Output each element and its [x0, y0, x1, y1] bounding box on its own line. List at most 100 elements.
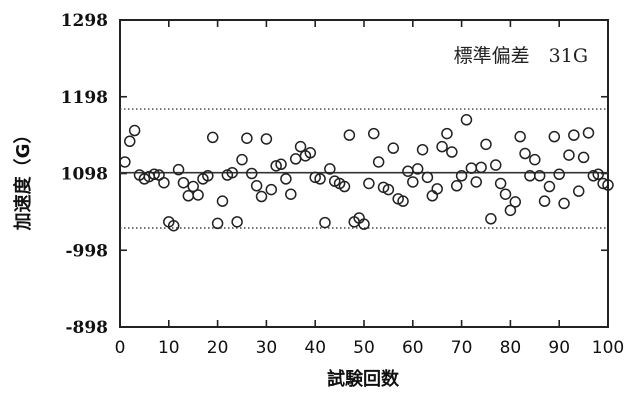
x-tick-label: 20 — [207, 338, 229, 358]
data-point — [275, 158, 287, 171]
data-point — [514, 130, 526, 143]
data-point — [465, 162, 478, 174]
y-axis-title: 加速度（G） — [12, 126, 34, 232]
y-tick-label: 1298 — [61, 11, 108, 31]
data-point — [538, 195, 551, 207]
data-point — [529, 153, 541, 166]
data-point — [158, 176, 170, 189]
data-point — [572, 185, 585, 197]
data-point — [241, 132, 253, 144]
data-point — [216, 195, 229, 207]
data-point — [548, 130, 561, 143]
data-point — [475, 161, 487, 174]
x-tick-label: 90 — [548, 338, 570, 358]
plot-area: 1298 1198 1098 -998 -898 0 10 20 30 40 50 60 70 80 90 1… — [61, 11, 625, 358]
x-tick-label: 70 — [451, 338, 473, 358]
y-tick-label: 1098 — [61, 165, 108, 185]
data-point — [343, 129, 356, 141]
data-point — [280, 173, 292, 185]
data-point — [543, 180, 556, 193]
data-point — [338, 180, 351, 193]
data-point — [563, 149, 575, 161]
data-point — [450, 180, 463, 192]
x-tick-label: 50 — [353, 338, 375, 358]
data-point — [167, 219, 180, 232]
data-point — [211, 217, 224, 230]
data-point — [416, 143, 429, 156]
data-point — [480, 138, 492, 151]
data-point — [382, 183, 395, 196]
data-point — [177, 176, 190, 189]
data-point — [436, 140, 448, 153]
data-point — [226, 166, 238, 179]
data-point — [602, 179, 614, 191]
data-point — [504, 204, 517, 217]
data-point — [182, 190, 195, 202]
data-point — [426, 190, 439, 202]
data-point — [372, 156, 385, 168]
x-tick-label: 100 — [592, 338, 624, 358]
data-point — [289, 153, 302, 165]
data-point — [597, 177, 609, 190]
x-tick-label: 80 — [500, 338, 522, 358]
y-tick-label: 1198 — [61, 88, 108, 108]
data-point — [519, 147, 531, 160]
data-point — [285, 188, 297, 200]
data-point — [148, 168, 160, 181]
data-point — [485, 213, 497, 225]
x-tick-label: 30 — [256, 338, 278, 358]
y-tick-label: -898 — [65, 318, 108, 338]
data-point — [568, 129, 580, 141]
data-point — [250, 180, 263, 192]
data-point — [582, 127, 595, 139]
data-point — [363, 177, 375, 190]
data-point — [460, 114, 473, 126]
data-point — [319, 216, 331, 229]
data-point — [387, 142, 400, 154]
data-point — [294, 140, 307, 153]
data-point — [446, 146, 458, 158]
data-point — [499, 188, 512, 200]
y-tick-label: -998 — [65, 241, 108, 261]
data-point — [441, 127, 453, 140]
data-point — [124, 135, 136, 148]
data-point — [231, 216, 243, 228]
data-point — [421, 171, 434, 184]
data-point — [509, 196, 522, 208]
data-point — [592, 168, 604, 181]
data-point — [587, 170, 600, 182]
data-point — [304, 147, 317, 159]
data-point — [368, 127, 380, 140]
data-point — [558, 197, 570, 210]
data-point — [455, 170, 468, 182]
data-point — [324, 163, 336, 175]
x-tick-label: 0 — [115, 338, 126, 358]
data-point — [270, 160, 282, 172]
data-point — [490, 159, 502, 171]
data-point — [187, 180, 199, 193]
data-point — [411, 163, 424, 175]
data-point — [314, 173, 326, 185]
x-axis-title: 試験回数 — [327, 368, 400, 390]
data-point — [206, 131, 219, 144]
data-point — [577, 151, 590, 164]
data-point — [202, 170, 214, 182]
data-point — [260, 133, 273, 145]
data-point — [553, 168, 565, 181]
data-point — [265, 183, 278, 196]
data-point — [470, 176, 482, 188]
data-point — [119, 156, 131, 168]
data-point — [358, 218, 370, 230]
x-tick-label: 10 — [158, 338, 180, 358]
data-point — [172, 163, 185, 176]
data-point — [431, 183, 443, 195]
data-point — [533, 170, 546, 182]
data-point — [494, 177, 507, 190]
data-point — [128, 124, 141, 137]
data-point — [255, 190, 268, 203]
annotation-label: 標準偏差 31G — [454, 45, 588, 67]
data-point — [236, 153, 248, 166]
x-tick-label: 40 — [304, 338, 326, 358]
data-point — [246, 167, 258, 180]
